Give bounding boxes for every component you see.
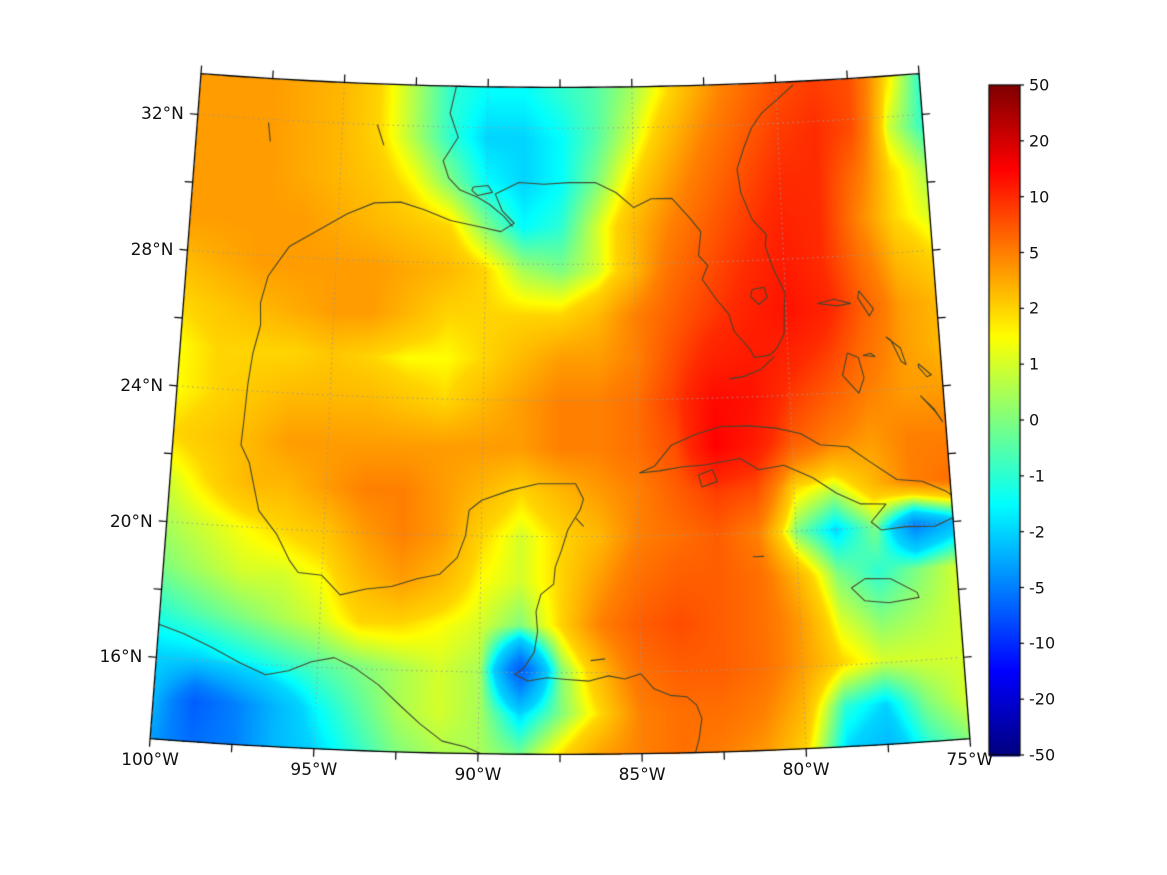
figure-root: 32°N 28°N 24°N 20°N 16°N 100°W 95°W 90°W 85°W 80°… xyxy=(0,0,1167,875)
map-plot-canvas xyxy=(0,0,1167,875)
